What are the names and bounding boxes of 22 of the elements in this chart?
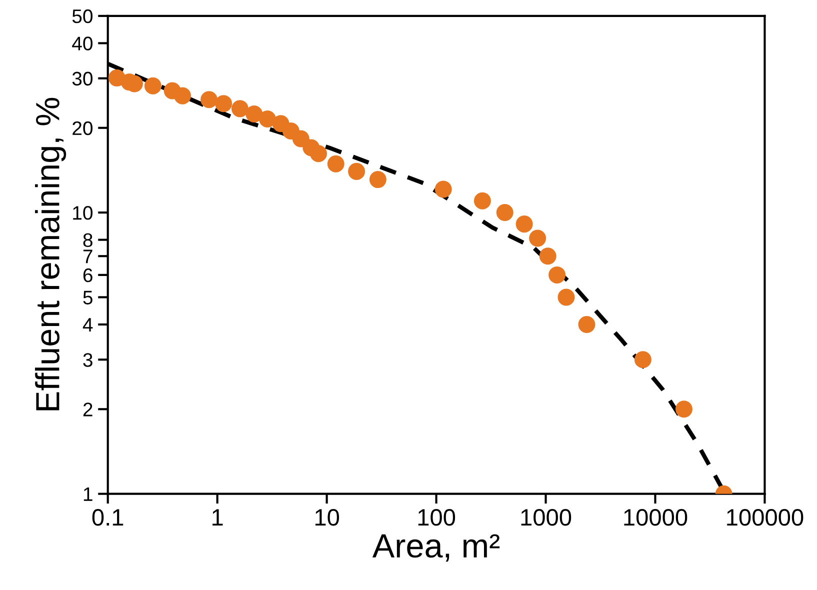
x-tick-label: 100000 bbox=[727, 509, 804, 526]
x-tick-label: 1000 bbox=[521, 509, 572, 526]
x-tick-label: 100 bbox=[418, 509, 456, 526]
y-tick-label: 8 bbox=[83, 233, 92, 248]
y-tick-label: 40 bbox=[72, 36, 92, 50]
y-tick-label: 10 bbox=[73, 206, 92, 220]
y-tick-label: 50 bbox=[72, 9, 92, 24]
y-tick-label: 6 bbox=[83, 268, 92, 282]
y-tick-label: 5 bbox=[83, 290, 92, 304]
x-tick-label: 1 bbox=[212, 509, 223, 526]
y-tick-label: 20 bbox=[72, 121, 92, 136]
y-tick-label: 4 bbox=[82, 318, 93, 332]
x-axis-title: Area, m² bbox=[372, 534, 500, 562]
y-tick-label: 30 bbox=[72, 72, 92, 86]
y-tick-label: 2 bbox=[83, 402, 92, 416]
y-tick-label: 3 bbox=[83, 353, 92, 367]
x-tick-label: 10 bbox=[315, 509, 340, 526]
y-tick-label: 7 bbox=[83, 250, 92, 264]
x-tick-label: 0.1 bbox=[92, 509, 124, 526]
y-tick-label: 1 bbox=[84, 488, 92, 501]
y-axis-title: Effluent remaining, % bbox=[35, 98, 66, 410]
x-tick-label: 10000 bbox=[624, 509, 688, 526]
